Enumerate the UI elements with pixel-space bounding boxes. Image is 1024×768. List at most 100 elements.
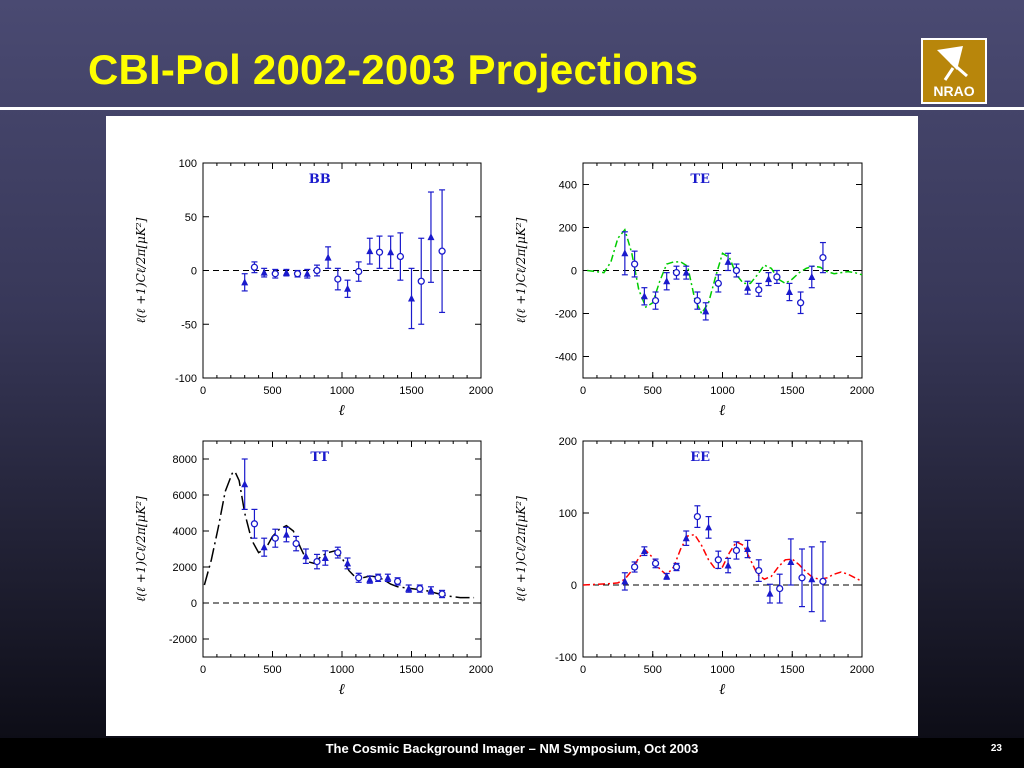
bb-data-point-triangle — [260, 268, 268, 276]
bb-data-point-circle — [250, 263, 259, 271]
ee-data-point-triangle — [744, 545, 752, 552]
bb-y-tick-label: -100 — [175, 373, 197, 385]
ee-y-tick-label: 200 — [559, 436, 577, 448]
ee-x-tick-label: 500 — [644, 664, 662, 676]
ee-data-point-circle — [630, 563, 639, 571]
te-y-tick-label: -200 — [555, 309, 577, 321]
bb-data-point-triangle — [387, 248, 395, 256]
ee-data-point-circle — [651, 559, 660, 568]
te-data-point-triangle — [785, 288, 793, 295]
title-divider — [0, 107, 1024, 110]
bb-data-point-triangle — [344, 284, 352, 292]
nrao-radio-dish-logo: NRAO — [923, 40, 985, 102]
bb-data-point-circle — [271, 270, 279, 278]
ee-model-curve — [582, 533, 863, 586]
te-data-point-triangle — [663, 277, 671, 285]
tt-data-point-circle — [271, 534, 279, 542]
ee-data-point-triangle — [682, 534, 690, 542]
tt-data-point-circle — [334, 548, 342, 557]
te-data-point-circle — [796, 299, 805, 307]
ee-data-point-circle — [732, 546, 741, 555]
bb-data-point-circle — [417, 277, 425, 285]
bb-x-tick-label: 500 — [263, 385, 281, 397]
tt-x-tick-label: 2000 — [469, 664, 493, 676]
te-data-point-circle — [714, 279, 722, 288]
bb-data-point-triangle — [282, 268, 290, 276]
tt-data-point-circle — [393, 577, 402, 586]
bb-panel-title: BB — [309, 172, 331, 187]
ee-y-tick-label: 100 — [559, 508, 577, 520]
tt-data-point-triangle — [384, 573, 392, 581]
bb-data-point-circle — [355, 267, 363, 276]
te-panel: 0 500 1000 1500 2000 -400 -200 0 200 400 TE ℓ ℓ(ℓ +1… — [514, 162, 874, 419]
bb-data-point-triangle — [303, 269, 311, 277]
footer-text: The Cosmic Background Imager – NM Sympos… — [325, 741, 699, 756]
logo-text: NRAO — [933, 83, 974, 99]
ee-y-tick-label: 0 — [571, 580, 577, 592]
tt-x-tick-label: 0 — [200, 664, 206, 676]
bb-y-axis-label: ℓ(ℓ +1)Cℓ/2π[μK²] — [134, 217, 148, 323]
ee-data-point-circle — [798, 574, 806, 582]
bb-x-axis-label: ℓ — [339, 401, 345, 419]
tt-y-tick-label: 8000 — [173, 454, 197, 466]
te-model-curve — [587, 228, 863, 316]
bb-data-point-triangle — [241, 278, 249, 286]
tt-data-point-circle — [416, 584, 424, 593]
tt-y-axis-label: ℓ(ℓ +1)Cℓ/2π[μK²] — [134, 496, 148, 602]
te-x-axis-label: ℓ — [719, 401, 725, 419]
ee-data-point-triangle — [621, 577, 629, 585]
ee-data-point-circle — [693, 512, 702, 521]
tt-x-axis-label: ℓ — [339, 680, 345, 698]
ee-x-tick-label: 0 — [580, 664, 586, 676]
bb-x-tick-label: 0 — [200, 385, 206, 397]
ee-data-point-triangle — [640, 547, 648, 555]
te-data-point-circle — [672, 268, 681, 277]
tt-data-point-triangle — [427, 586, 435, 594]
bb-data-point-circle — [375, 248, 384, 256]
ee-data-point-circle — [776, 584, 784, 593]
ee-x-tick-label: 1500 — [780, 664, 804, 676]
tt-data-point-triangle — [302, 552, 310, 560]
ee-data-point-triangle — [766, 589, 774, 597]
te-x-tick-label: 500 — [644, 385, 662, 397]
tt-x-tick-label: 1500 — [399, 664, 423, 676]
cbi-pol-figure: 0 500 1000 1500 2000 -100 -50 0 50 100 BB ℓ ℓ(ℓ +1)C… — [106, 116, 918, 736]
te-y-tick-label: 0 — [571, 266, 577, 278]
bb-data-point-circle — [334, 275, 342, 283]
bb-panel: 0 500 1000 1500 2000 -100 -50 0 50 100 BB ℓ ℓ(ℓ +1)C… — [134, 158, 493, 419]
tt-data-point-triangle — [321, 554, 329, 561]
tt-data-point-circle — [374, 574, 382, 582]
tt-x-tick-label: 1000 — [330, 664, 354, 676]
te-data-point-circle — [732, 266, 741, 275]
te-y-axis-label: ℓ(ℓ +1)Cℓ/2π[μK²] — [514, 217, 528, 323]
ee-data-point-triangle — [663, 572, 671, 580]
ee-data-point-circle — [755, 566, 763, 575]
tt-data-point-circle — [438, 590, 446, 598]
bb-y-tick-label: 0 — [191, 266, 197, 278]
tt-data-point-circle — [313, 557, 321, 566]
te-data-point-triangle — [765, 275, 773, 283]
tt-data-point-triangle — [260, 543, 268, 551]
bb-data-point-triangle — [324, 253, 332, 261]
te-data-point-triangle — [640, 292, 648, 300]
bb-data-point-circle — [313, 266, 321, 275]
te-panel-title: TE — [690, 172, 710, 187]
te-x-tick-label: 1000 — [710, 385, 734, 397]
ee-panel-title: EE — [690, 450, 710, 465]
bb-data-point-triangle — [427, 233, 435, 241]
tt-data-point-circle — [292, 539, 300, 548]
te-data-point-triangle — [724, 257, 732, 265]
bb-data-point-circle — [396, 252, 405, 261]
te-data-point-circle — [693, 296, 702, 305]
bb-x-tick-label: 1000 — [330, 385, 354, 397]
tt-data-point-triangle — [405, 584, 413, 592]
ee-data-point-triangle — [808, 575, 816, 583]
page-number: 23 — [990, 743, 1002, 754]
footer-bar — [0, 738, 1024, 768]
tt-data-point-triangle — [344, 559, 352, 567]
tt-y-tick-label: 0 — [191, 598, 197, 610]
tt-data-point-circle — [355, 574, 363, 582]
te-data-point-triangle — [744, 283, 752, 291]
